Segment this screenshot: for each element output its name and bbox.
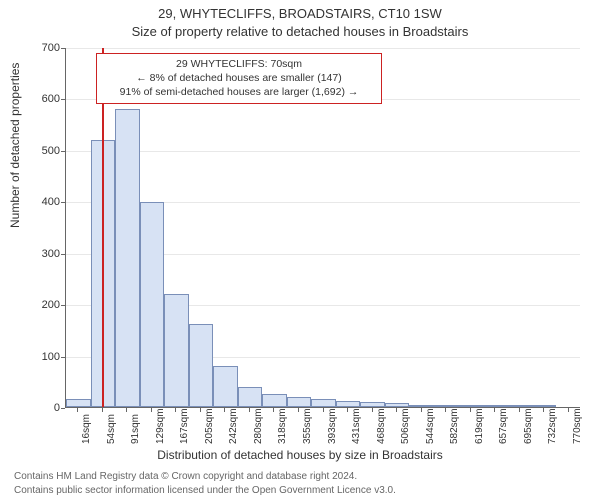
title-address: 29, WHYTECLIFFS, BROADSTAIRS, CT10 1SW: [0, 6, 600, 21]
y-tick-mark: [61, 408, 65, 409]
x-tick-mark: [77, 408, 78, 412]
histogram-bar: [434, 405, 459, 407]
histogram-bar: [189, 324, 214, 407]
x-tick-label: 91sqm: [130, 414, 141, 444]
x-tick-mark: [175, 408, 176, 412]
y-tick-label: 400: [10, 196, 60, 208]
histogram-bar: [311, 399, 336, 407]
y-tick-mark: [61, 99, 65, 100]
x-tick-label: 355sqm: [302, 408, 313, 444]
x-axis-label: Distribution of detached houses by size …: [0, 448, 600, 462]
x-tick-mark: [298, 408, 299, 412]
x-tick-mark: [249, 408, 250, 412]
x-tick-label: 732sqm: [547, 408, 558, 444]
x-tick-label: 242sqm: [228, 408, 239, 444]
x-tick-label: 506sqm: [400, 408, 411, 444]
histogram-bar: [140, 202, 165, 407]
title-subtitle: Size of property relative to detached ho…: [0, 24, 600, 39]
x-tick-label: 16sqm: [81, 414, 92, 444]
x-tick-label: 318sqm: [277, 408, 288, 444]
y-tick-mark: [61, 357, 65, 358]
x-tick-label: 770sqm: [572, 408, 583, 444]
histogram-bar: [262, 394, 287, 407]
y-tick-mark: [61, 254, 65, 255]
histogram-bar: [385, 403, 410, 407]
x-tick-label: 544sqm: [425, 408, 436, 444]
footer-licence: Contains public sector information licen…: [14, 485, 396, 496]
gridline: [66, 48, 580, 49]
x-tick-mark: [323, 408, 324, 412]
y-tick-mark: [61, 305, 65, 306]
x-tick-label: 619sqm: [474, 408, 485, 444]
histogram-bar: [238, 387, 263, 407]
histogram-bar: [483, 405, 508, 407]
annotation-line: ← 8% of detached houses are smaller (147…: [103, 71, 375, 85]
y-tick-label: 600: [10, 93, 60, 105]
x-tick-label: 657sqm: [498, 408, 509, 444]
x-tick-mark: [568, 408, 569, 412]
x-tick-mark: [372, 408, 373, 412]
annotation-box: 29 WHYTECLIFFS: 70sqm ← 8% of detached h…: [96, 53, 382, 104]
x-tick-mark: [347, 408, 348, 412]
x-tick-mark: [151, 408, 152, 412]
x-tick-mark: [519, 408, 520, 412]
annotation-line: 29 WHYTECLIFFS: 70sqm: [103, 57, 375, 71]
y-tick-label: 500: [10, 145, 60, 157]
x-tick-mark: [445, 408, 446, 412]
histogram-bar: [360, 402, 385, 407]
chart-container: 29, WHYTECLIFFS, BROADSTAIRS, CT10 1SW S…: [0, 0, 600, 500]
x-tick-mark: [224, 408, 225, 412]
x-tick-mark: [494, 408, 495, 412]
x-tick-mark: [396, 408, 397, 412]
histogram-bar: [507, 405, 532, 407]
histogram-bar: [287, 397, 312, 407]
x-tick-label: 205sqm: [204, 408, 215, 444]
histogram-bar: [164, 294, 189, 407]
histogram-bar: [458, 405, 483, 407]
footer-copyright: Contains HM Land Registry data © Crown c…: [14, 471, 357, 482]
histogram-bar: [532, 405, 557, 407]
gridline: [66, 151, 580, 152]
y-tick-mark: [61, 151, 65, 152]
y-tick-mark: [61, 48, 65, 49]
histogram-bar: [213, 366, 238, 407]
x-tick-mark: [470, 408, 471, 412]
histogram-bar: [409, 405, 434, 407]
histogram-bar: [336, 401, 361, 407]
y-tick-label: 0: [10, 402, 60, 414]
x-tick-label: 280sqm: [253, 408, 264, 444]
x-tick-label: 393sqm: [327, 408, 338, 444]
y-tick-label: 700: [10, 42, 60, 54]
annotation-line: 91% of semi-detached houses are larger (…: [103, 85, 375, 99]
y-tick-label: 200: [10, 299, 60, 311]
histogram-bar: [115, 109, 140, 407]
x-tick-label: 468sqm: [376, 408, 387, 444]
x-tick-label: 167sqm: [179, 408, 190, 444]
x-tick-mark: [200, 408, 201, 412]
histogram-bar: [66, 399, 91, 407]
y-tick-label: 100: [10, 351, 60, 363]
x-tick-mark: [126, 408, 127, 412]
x-tick-label: 582sqm: [449, 408, 460, 444]
x-tick-mark: [543, 408, 544, 412]
x-tick-mark: [421, 408, 422, 412]
x-tick-label: 129sqm: [155, 408, 166, 444]
y-tick-mark: [61, 202, 65, 203]
x-tick-label: 431sqm: [351, 408, 362, 444]
x-tick-mark: [273, 408, 274, 412]
x-tick-label: 54sqm: [106, 414, 117, 444]
x-tick-mark: [102, 408, 103, 412]
x-tick-label: 695sqm: [523, 408, 534, 444]
y-tick-label: 300: [10, 248, 60, 260]
